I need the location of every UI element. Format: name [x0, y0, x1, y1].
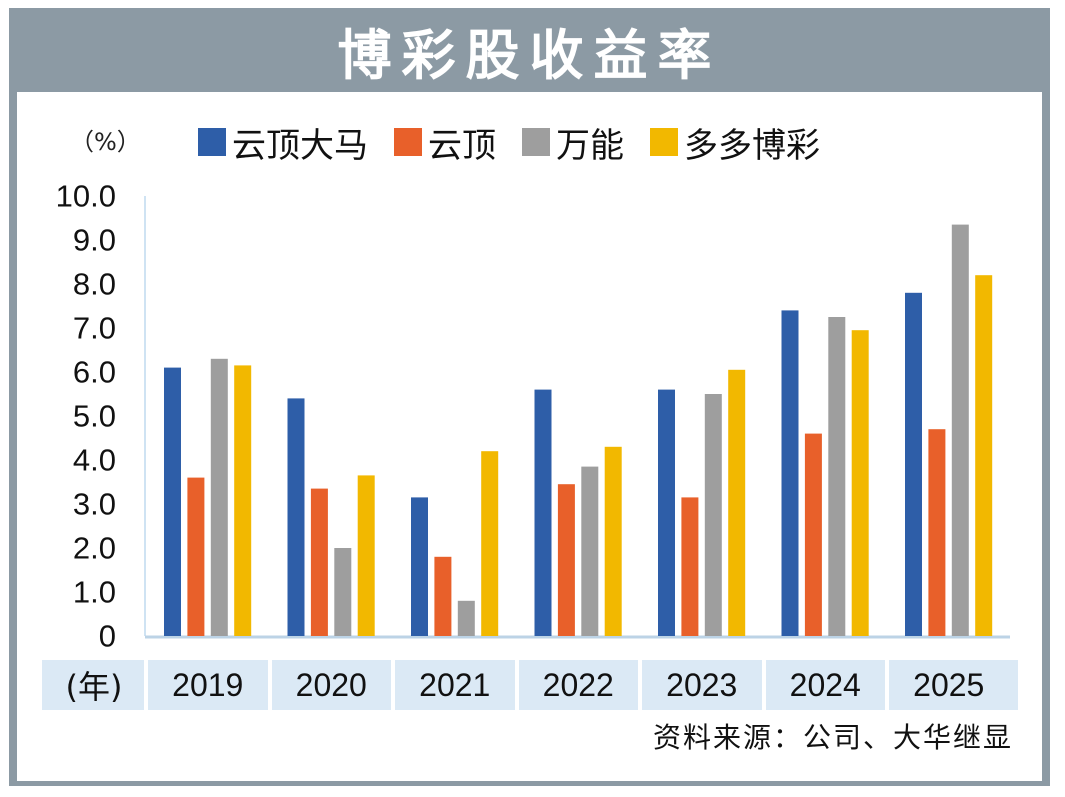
bar	[951, 224, 969, 636]
bar	[704, 394, 722, 636]
y-tick-label: 10.0	[55, 178, 116, 214]
y-tick-label: 8.0	[72, 266, 116, 302]
legend-item: 云顶	[394, 118, 496, 167]
bar	[581, 466, 599, 636]
x-axis-separator	[514, 660, 519, 710]
bar	[781, 310, 799, 636]
bar	[604, 446, 622, 636]
y-tick-label: 2.0	[72, 530, 116, 566]
bar	[975, 275, 993, 636]
legend-swatch	[394, 128, 422, 156]
bar	[210, 358, 228, 636]
bar	[334, 548, 352, 636]
x-tick-label: 2021	[419, 666, 491, 703]
legend-item: 多多博彩	[650, 118, 820, 167]
legend: 云顶大马 云顶 万能 多多博彩	[198, 118, 846, 166]
x-tick-label: 2019	[172, 666, 244, 703]
x-axis-separator	[761, 660, 766, 710]
bar	[457, 600, 475, 636]
bar	[534, 389, 552, 636]
x-axis-band	[42, 660, 1018, 710]
source-note: 资料来源：公司、大华继显	[652, 721, 1013, 754]
bar	[905, 292, 922, 636]
y-unit-label: （%）	[70, 128, 141, 156]
x-axis-label: (年)	[65, 668, 123, 706]
chart-title: 博彩股收益率	[337, 23, 722, 87]
x-axis-separator	[885, 660, 889, 710]
x-tick-label: 2023	[666, 666, 738, 703]
bar	[357, 475, 375, 636]
bar	[851, 330, 869, 636]
bar	[658, 389, 675, 636]
x-tick-label: 2020	[295, 666, 367, 703]
y-tick-label: 9.0	[72, 222, 116, 258]
bar	[434, 556, 452, 636]
x-axis-separator	[267, 660, 272, 710]
bar	[828, 317, 846, 636]
y-tick-label: 0	[98, 618, 116, 654]
legend-label: 多多博彩	[684, 125, 820, 166]
y-tick-label: 4.0	[72, 442, 116, 478]
y-tick-label: 6.0	[72, 354, 116, 390]
bar	[234, 365, 252, 636]
y-tick-label: 5.0	[72, 398, 116, 434]
x-axis-separator	[144, 660, 148, 710]
bar	[557, 484, 575, 636]
bar	[928, 429, 946, 636]
y-tick-label: 3.0	[72, 486, 116, 522]
legend-swatch	[198, 128, 226, 156]
legend-swatch	[522, 128, 550, 156]
bar	[411, 497, 428, 636]
y-tick-label: 7.0	[72, 310, 116, 346]
legend-label: 万能	[556, 125, 624, 166]
bar	[310, 488, 328, 636]
x-axis-separator	[391, 660, 395, 710]
bar	[681, 497, 699, 636]
legend-label: 云顶	[428, 125, 496, 166]
x-tick-label: 2024	[789, 666, 861, 703]
x-tick-label: 2025	[913, 666, 985, 703]
bar	[728, 369, 746, 636]
bar	[804, 433, 822, 636]
bar	[187, 477, 205, 636]
bar	[164, 367, 181, 636]
legend-item: 云顶大马	[198, 118, 368, 167]
bar	[481, 451, 499, 636]
legend-swatch	[650, 128, 678, 156]
x-axis-separator	[638, 660, 642, 710]
y-axis: 10.0 9.0 8.0 7.0 6.0 5.0 4.0 3.0 2.0 1.0 0	[30, 178, 130, 654]
y-tick-label: 1.0	[72, 574, 116, 610]
legend-item: 万能	[522, 118, 624, 167]
bar	[287, 398, 305, 636]
legend-label: 云顶大马	[232, 125, 368, 166]
x-tick-label: 2022	[542, 666, 614, 703]
